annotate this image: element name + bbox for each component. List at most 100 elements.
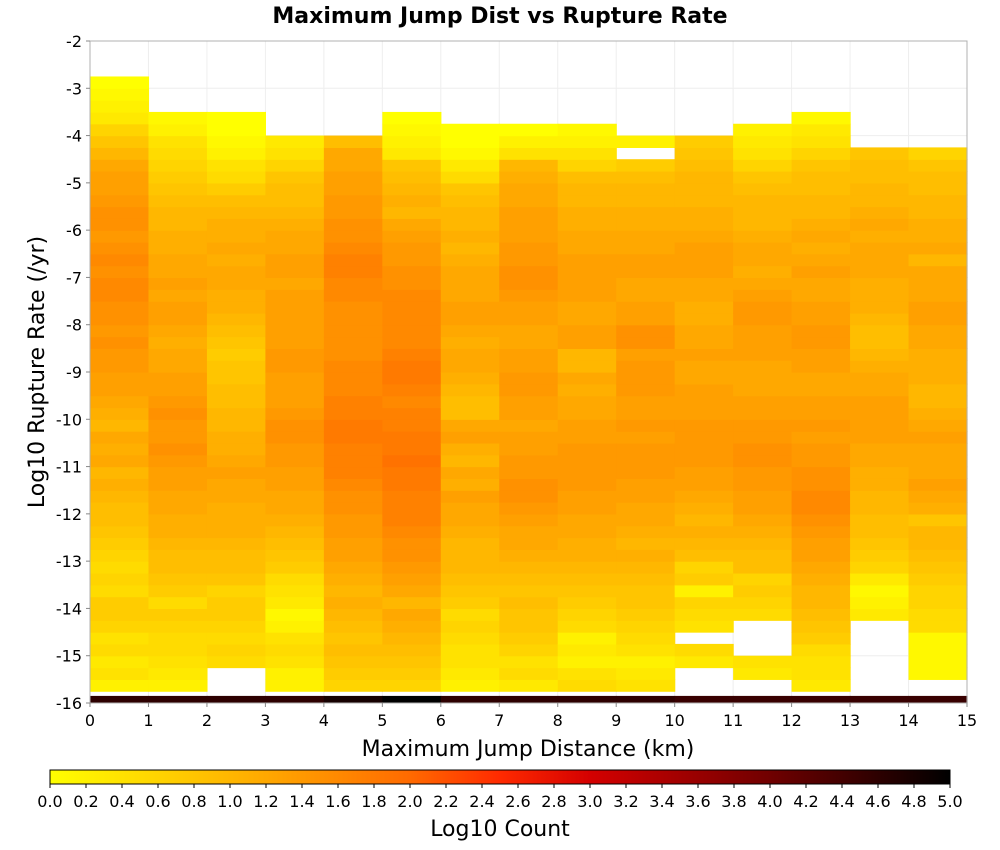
heatmap-cell — [557, 608, 617, 621]
heatmap-cell — [206, 147, 266, 160]
colorbar-tick-label: 1.4 — [289, 792, 314, 811]
heatmap-cell — [850, 525, 910, 539]
heatmap-cell — [674, 525, 734, 539]
heatmap-cell — [674, 265, 734, 279]
heatmap-cell — [557, 312, 617, 326]
heatmap-cell — [908, 596, 968, 610]
heatmap-cell — [265, 360, 325, 373]
heatmap-cell — [382, 632, 442, 645]
heatmap-cell — [499, 407, 559, 420]
heatmap-cell — [206, 218, 266, 231]
heatmap-cell — [265, 348, 325, 361]
heatmap-cell — [323, 265, 383, 279]
heatmap-cell — [90, 372, 150, 385]
heatmap-cell — [850, 218, 910, 231]
heatmap-cell — [791, 159, 851, 172]
heatmap-cell — [733, 608, 793, 621]
heatmap-cell — [499, 442, 559, 456]
heatmap-cell — [616, 431, 676, 444]
heatmap-cell — [382, 561, 442, 574]
heatmap-cell — [90, 171, 150, 184]
heatmap-cell — [791, 620, 851, 633]
heatmap-cell — [616, 655, 676, 669]
heatmap-cell — [148, 643, 208, 657]
heatmap-cell — [265, 395, 325, 409]
heatmap-cell — [733, 454, 793, 468]
heatmap-cell — [674, 454, 734, 468]
heatmap-cell — [90, 241, 150, 255]
heatmap-cell — [791, 182, 851, 196]
heatmap-cell — [674, 159, 734, 172]
heatmap-cell — [791, 442, 851, 456]
heatmap-cell — [440, 537, 500, 550]
colorbar-label: Log10 Count — [430, 817, 570, 842]
heatmap-cell — [850, 360, 910, 373]
heatmap-cell — [206, 632, 266, 645]
heatmap-cell — [908, 324, 968, 338]
heatmap-cell — [733, 431, 793, 444]
heatmap-cell — [850, 513, 910, 527]
heatmap-cell — [90, 301, 150, 314]
heatmap-cell — [323, 584, 383, 598]
heatmap-cell — [323, 679, 383, 692]
heatmap-cell — [265, 206, 325, 219]
heatmap-cell — [850, 561, 910, 574]
colorbar-tick-label: 3.0 — [577, 792, 602, 811]
heatmap-cell — [791, 218, 851, 231]
heatmap-cell — [265, 159, 325, 172]
heatmap-cell — [499, 655, 559, 669]
heatmap-cell — [323, 608, 383, 621]
heatmap-cell — [499, 123, 559, 137]
heatmap-cell — [733, 395, 793, 409]
heatmap-cell — [148, 301, 208, 314]
heatmap-cell — [733, 194, 793, 208]
heatmap-cell — [90, 584, 150, 598]
heatmap-cell — [323, 206, 383, 219]
heatmap-cell — [850, 312, 910, 326]
heatmap-cell — [791, 419, 851, 432]
heatmap-cell — [850, 372, 910, 385]
heatmap-cell — [674, 312, 734, 326]
y-tick-label: -3 — [66, 79, 82, 98]
heatmap-cell — [616, 312, 676, 326]
heatmap-cell — [440, 561, 500, 574]
colorbar-tick-label: 4.2 — [793, 792, 818, 811]
colorbar-tick-label: 5.0 — [937, 792, 962, 811]
heatmap-cell — [323, 348, 383, 361]
heatmap-cell — [148, 513, 208, 527]
heatmap-cell — [791, 695, 851, 703]
heatmap-cell — [674, 419, 734, 432]
colorbar-tick-label: 4.4 — [829, 792, 854, 811]
heatmap-cell — [382, 667, 442, 680]
heatmap-cell — [791, 643, 851, 657]
heatmap-cell — [791, 525, 851, 539]
heatmap-cell — [557, 490, 617, 503]
heatmap-cell — [499, 695, 559, 703]
heatmap-cell — [382, 348, 442, 361]
heatmap-cell — [148, 431, 208, 444]
heatmap-cell — [616, 608, 676, 621]
heatmap-cell — [206, 561, 266, 574]
heatmap-cell — [557, 159, 617, 172]
heatmap-cell — [382, 655, 442, 669]
heatmap-cell — [908, 360, 968, 373]
x-tick-label: 13 — [840, 711, 860, 730]
heatmap-cell — [440, 679, 500, 692]
heatmap-cell — [499, 265, 559, 279]
heatmap-cell — [148, 596, 208, 610]
heatmap-cell — [499, 182, 559, 196]
heatmap-cell — [908, 336, 968, 349]
heatmap-cell — [323, 194, 383, 208]
heatmap-cell — [850, 695, 910, 703]
heatmap-cell — [616, 466, 676, 479]
heatmap-cell — [206, 206, 266, 219]
heatmap-cell — [265, 194, 325, 208]
heatmap-cell — [850, 265, 910, 279]
heatmap-cell — [674, 478, 734, 491]
heatmap-cell — [616, 336, 676, 349]
heatmap-cell — [557, 395, 617, 409]
heatmap-cell — [90, 431, 150, 444]
heatmap-cell — [908, 265, 968, 279]
heatmap-cell — [499, 277, 559, 290]
heatmap-cell — [440, 490, 500, 503]
